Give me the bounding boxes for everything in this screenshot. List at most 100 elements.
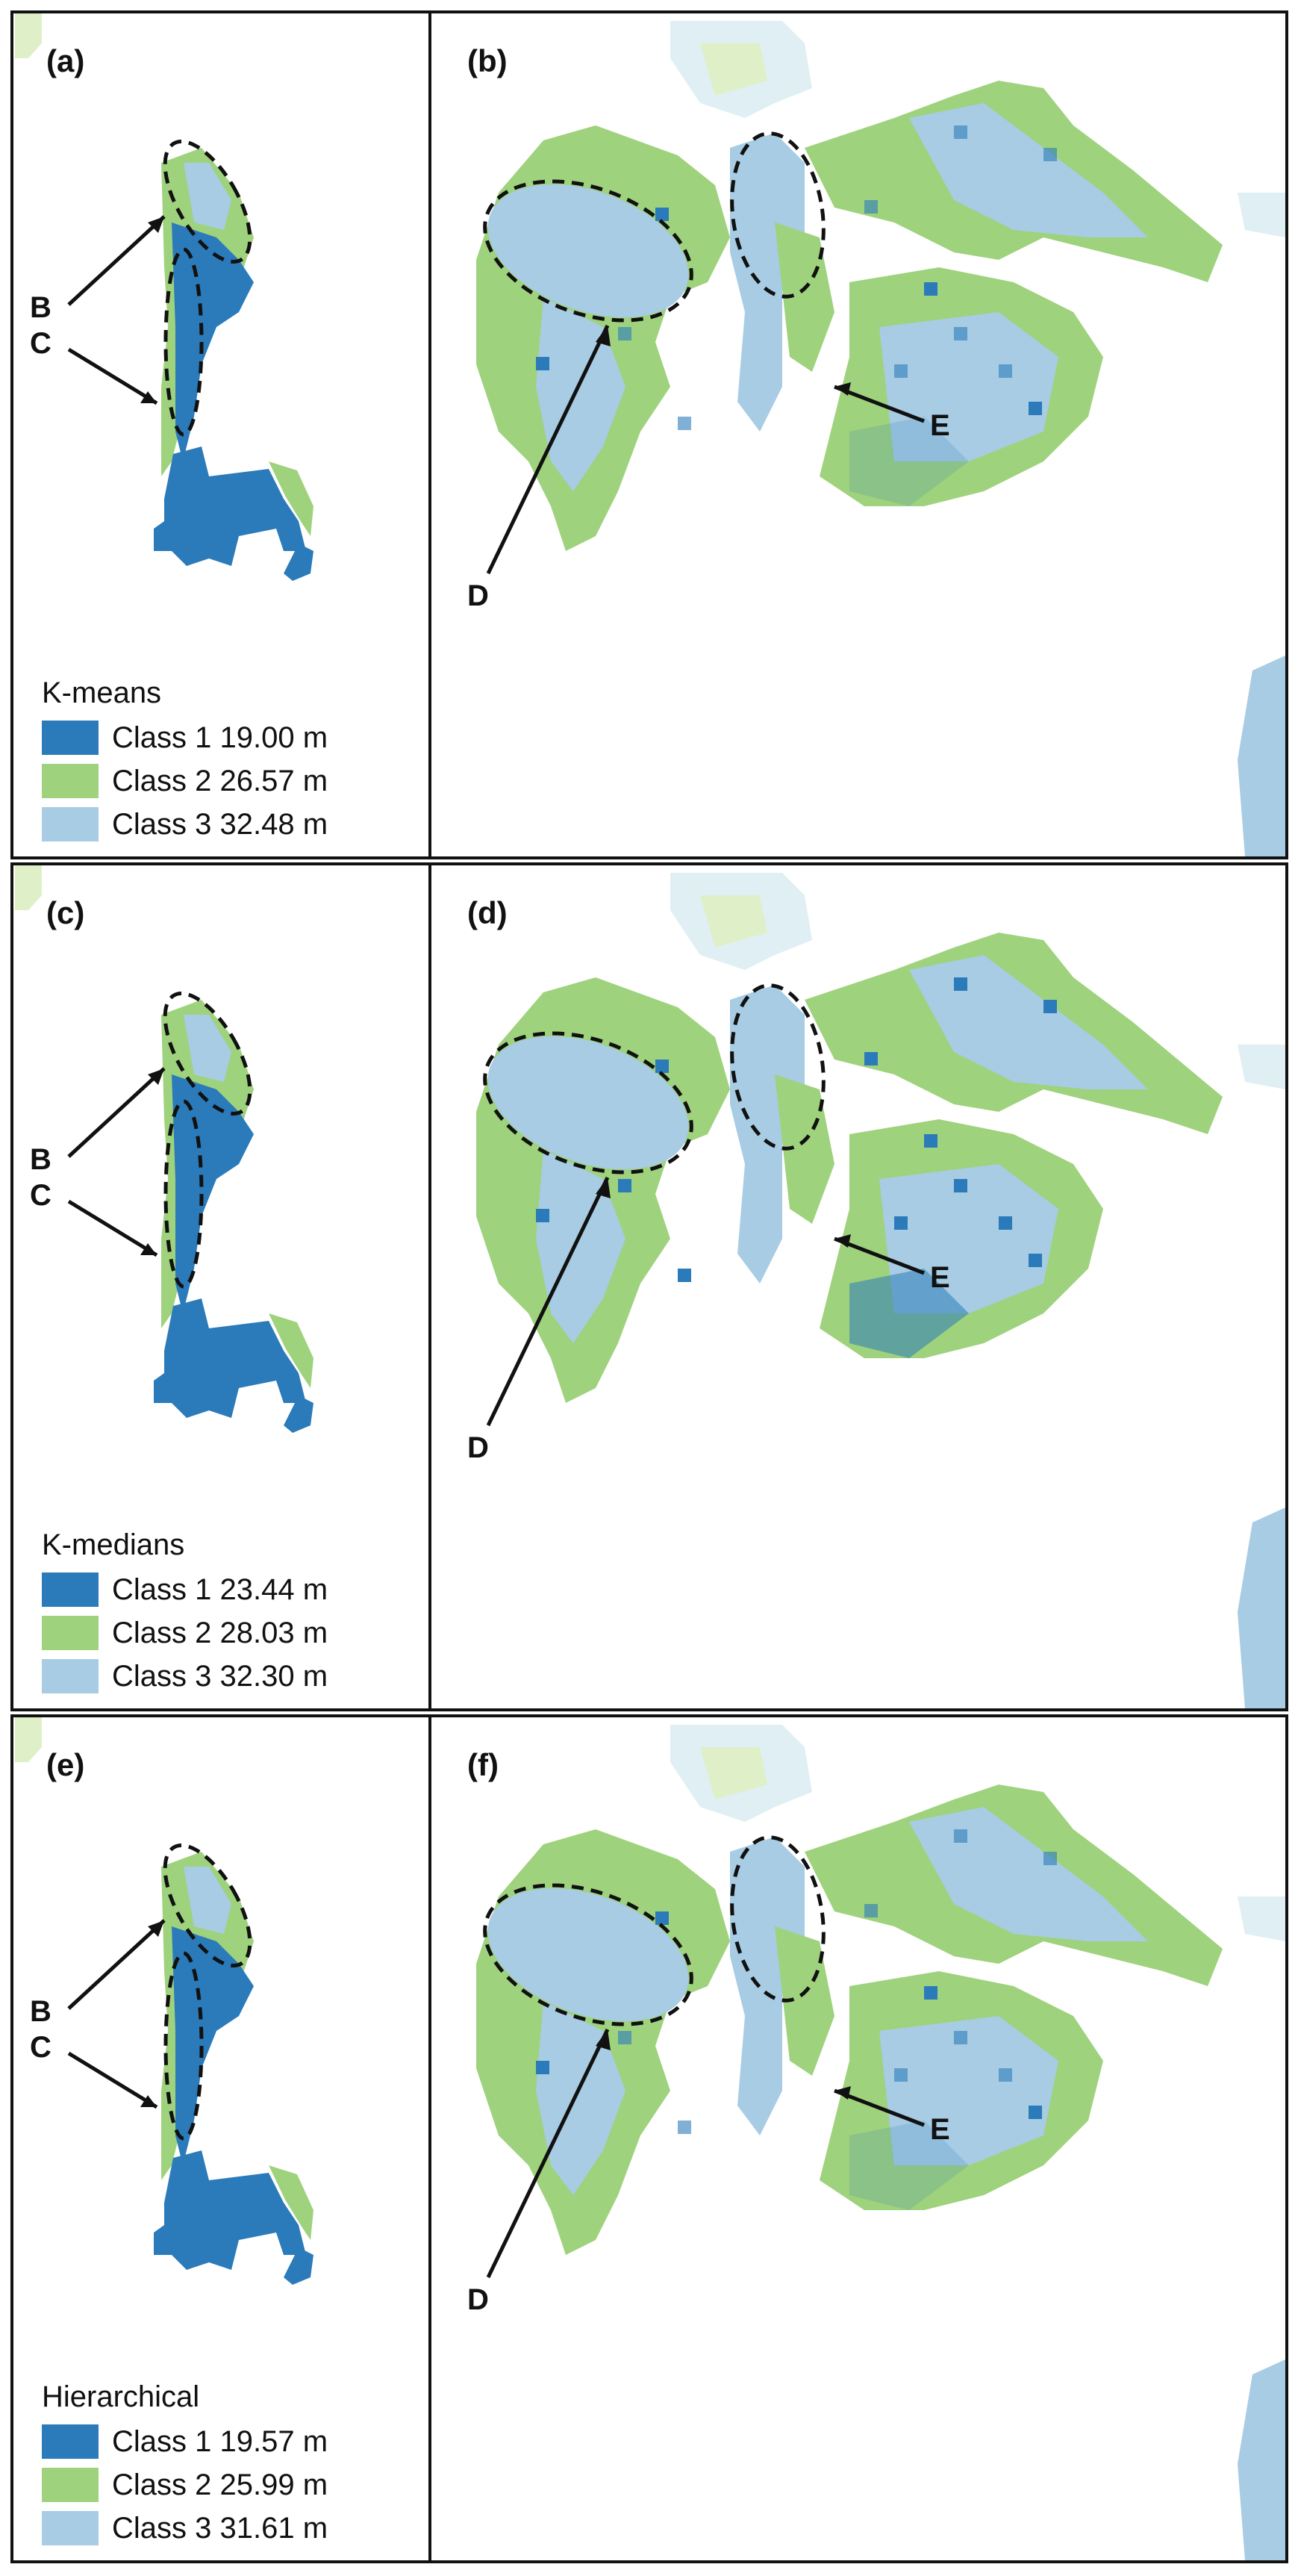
blue-cell [924,1134,937,1148]
blue-tail [284,544,313,581]
swatch-class1 [42,721,99,755]
blue-cell [536,357,549,370]
swatch-class2 [42,2468,99,2502]
faint-patch-right [1238,193,1285,237]
green-cluster-e [775,1074,834,1224]
dashed-ellipse-b [163,992,252,1116]
panel-label-d: (d) [467,895,508,930]
arrow-d [486,2028,610,2279]
right-map-panel-b: (b) E D [431,13,1285,856]
blue-cell [536,2061,549,2074]
dashed-ellipse-c [163,1099,204,1289]
annotation-b: B [30,1995,52,2028]
blue-cell [954,327,967,340]
arrowhead-b [148,1068,164,1085]
dashed-ellipse-d [483,179,693,323]
blue-cell [678,1269,691,1282]
right-map-b [476,21,1285,856]
blue-region-upper [172,1074,254,1313]
light-strip-right [1238,2359,1285,2560]
corner-patch [15,13,42,58]
legend-title: K-medians [42,1528,185,1561]
legend-label: Class 2 25.99 m [112,2468,328,2501]
light-band-upper [909,955,1148,1089]
legend-label: Class 3 32.30 m [112,1659,328,1693]
arrowhead-e [834,2086,851,2100]
arrowhead-c [140,391,157,403]
legend-label: Class 2 28.03 m [112,1616,328,1649]
legend-label: Class 1 19.57 m [112,2424,328,2458]
swatch-class3 [42,2511,99,2545]
arrowhead-c [140,2095,157,2107]
faint-green-top [700,1747,767,1799]
arrowhead-d [596,1177,611,1198]
blue-cell [678,417,691,430]
left-map-panel-c: (c) B C K-medians Class 1 23.44 m Class … [13,865,431,1708]
blue-cell [894,364,908,378]
blue-tail [284,1396,313,1433]
left-map-a [15,13,313,581]
legend-item-class1: Class 1 23.44 m [42,1568,328,1611]
faint-green-top [700,895,767,948]
blue-cell [999,2068,1012,2082]
annotation-d: D [467,579,489,612]
arrow-c [67,2051,158,2109]
blue-blob-lower [849,417,969,506]
panel-label-c: (c) [46,895,85,930]
light-region [184,1015,231,1082]
map-row-hierarchical: (e) B C Hierarchical Class 1 19.57 m Cla… [10,1714,1288,2563]
blue-cell [1043,148,1057,161]
arrow-d [486,324,610,575]
swatch-class3 [42,807,99,841]
left-map-panel-a: (a) B C K-means Class 1 19.00 m Class 2 … [13,13,431,856]
legend-kmedians: K-medians Class 1 23.44 m Class 2 28.03 … [42,1528,328,1698]
blue-region-lower [154,2150,306,2270]
light-cluster-d [487,1888,689,2022]
annotation-c: C [30,327,52,360]
light-band-upper [909,1807,1148,1941]
blue-cell [655,1911,669,1925]
blue-blob-lower [849,1269,969,1358]
legend-label: Class 3 32.48 m [112,807,328,841]
blue-region-upper [172,1926,254,2165]
annotation-b: B [30,1143,52,1176]
light-cluster-d [487,1036,689,1170]
swatch-class1 [42,2424,99,2459]
annotation-c: C [30,2031,52,2064]
annotation-b: B [30,291,52,324]
light-region [184,1867,231,1934]
arrow-c [67,347,158,405]
legend-item-class3: Class 3 31.61 m [42,2507,328,2550]
legend-hierarchical: Hierarchical Class 1 19.57 m Class 2 25.… [42,2380,328,2550]
legend-label: Class 3 31.61 m [112,2511,328,2545]
arrowhead-b [148,1920,164,1937]
legend-item-class2: Class 2 28.03 m [42,1611,328,1655]
light-cluster-d [487,184,689,318]
dashed-ellipse-d [483,1031,693,1175]
dashed-ellipse-e [730,131,826,299]
blue-cell [1029,1254,1042,1267]
swatch-class2 [42,764,99,798]
green-fringe-lower [269,461,313,536]
arrow-e [834,385,925,423]
blue-cell [678,2121,691,2134]
map-row-kmedians: (c) B C K-medians Class 1 23.44 m Class … [10,862,1288,1711]
panel-label-b: (b) [467,43,508,78]
arrowhead-e [834,382,851,396]
arrow-b [67,1919,166,2010]
annotation-d: D [467,2283,489,2316]
arrowhead-c [140,1243,157,1255]
arrowhead-d [596,2029,611,2050]
green-fringe-lower [269,2165,313,2240]
legend-title: Hierarchical [42,2380,200,2413]
left-map-panel-e: (e) B C Hierarchical Class 1 19.57 m Cla… [13,1717,431,2560]
arrowhead-e [834,1234,851,1248]
panel-label-f: (f) [467,1747,499,1782]
light-cluster-e [730,1837,805,2135]
blue-region-lower [154,1298,306,1418]
light-arm-d [536,2001,625,2195]
swatch-class3 [42,1659,99,1693]
blue-region-lower [154,447,306,566]
green-cluster-e [775,1926,834,2076]
legend-item-class1: Class 1 19.57 m [42,2420,328,2463]
